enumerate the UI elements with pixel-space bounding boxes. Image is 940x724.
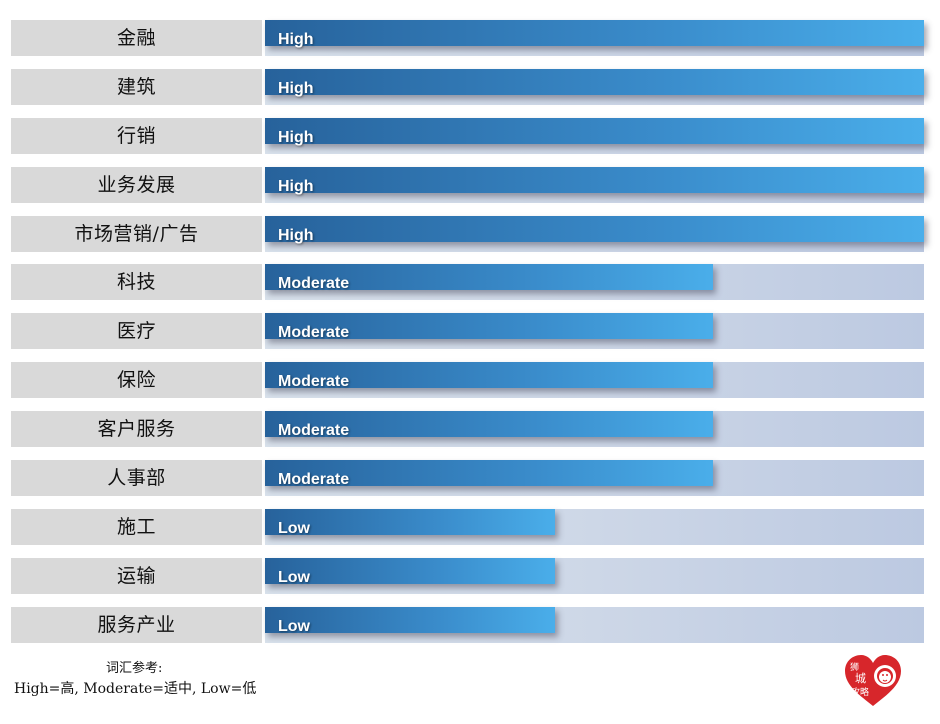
bar-high: High [265, 167, 924, 195]
chart-row: 人事部 Moderate [11, 460, 924, 496]
bar-track: Moderate [265, 411, 924, 447]
category-label: 保险 [11, 362, 262, 398]
category-label: 科技 [11, 264, 262, 300]
bar-track: Low [265, 558, 924, 594]
vocabulary-legend: 词汇参考: High=高, Moderate=适中, Low=低 [14, 660, 314, 700]
bar-track: High [265, 20, 924, 56]
category-label: 市场营销/广告 [11, 216, 262, 252]
svg-text:狮: 狮 [850, 662, 859, 673]
bar-track: High [265, 118, 924, 154]
level-label: Low [278, 520, 310, 537]
level-label: Moderate [278, 471, 350, 488]
level-label: Moderate [278, 422, 350, 439]
level-label: Moderate [278, 324, 350, 341]
bar-low: Low [265, 509, 555, 537]
level-label: High [278, 178, 314, 195]
bar-chart: 金融 High 建筑 High 行销 High 业务发展 High 市场营销/广告 High 科技 M… [11, 20, 924, 643]
bar-moderate: Moderate [265, 411, 713, 439]
legend-body: High=高, Moderate=适中, Low=低 [14, 681, 257, 697]
category-label: 行销 [11, 118, 262, 154]
svg-text:城: 城 [855, 672, 866, 685]
bar-high: High [265, 216, 924, 244]
bar-track: High [265, 167, 924, 203]
bar-high: High [265, 20, 924, 48]
category-label: 金融 [11, 20, 262, 56]
chart-row: 保险 Moderate [11, 362, 924, 398]
bar-low: Low [265, 558, 555, 586]
level-label: Low [278, 569, 310, 586]
chart-row: 服务产业 Low [11, 607, 924, 643]
bar-track: High [265, 216, 924, 252]
bar-moderate: Moderate [265, 460, 713, 488]
category-label: 客户服务 [11, 411, 262, 447]
chart-row: 金融 High [11, 20, 924, 56]
level-label: High [278, 227, 314, 244]
chart-row: 科技 Moderate [11, 264, 924, 300]
chart-row: 医疗 Moderate [11, 313, 924, 349]
chart-row: 业务发展 High [11, 167, 924, 203]
bar-track: Moderate [265, 460, 924, 496]
category-label: 建筑 [11, 69, 262, 105]
level-label: Moderate [278, 275, 350, 292]
chart-row: 行销 High [11, 118, 924, 154]
bar-track: High [265, 69, 924, 105]
level-label: High [278, 80, 314, 97]
category-label: 业务发展 [11, 167, 262, 203]
bar-high: High [265, 69, 924, 97]
bar-moderate: Moderate [265, 264, 713, 292]
category-label: 施工 [11, 509, 262, 545]
chart-row: 客户服务 Moderate [11, 411, 924, 447]
bar-track: Low [265, 607, 924, 643]
bar-track: Moderate [265, 264, 924, 300]
chart-row: 市场营销/广告 High [11, 216, 924, 252]
svg-text:攻略: 攻略 [851, 686, 869, 698]
bar-moderate: Moderate [265, 313, 713, 341]
bar-track: Low [265, 509, 924, 545]
lion-city-heart-logo-icon: 狮 城 攻略 [843, 654, 903, 708]
chart-row: 运输 Low [11, 558, 924, 594]
category-label: 人事部 [11, 460, 262, 496]
category-label: 医疗 [11, 313, 262, 349]
bar-track: Moderate [265, 313, 924, 349]
bar-track: Moderate [265, 362, 924, 398]
category-label: 服务产业 [11, 607, 262, 643]
category-label: 运输 [11, 558, 262, 594]
level-label: High [278, 129, 314, 146]
level-label: Moderate [278, 373, 350, 390]
level-label: Low [278, 618, 310, 635]
chart-row: 建筑 High [11, 69, 924, 105]
bar-high: High [265, 118, 924, 146]
bar-moderate: Moderate [265, 362, 713, 390]
legend-title: 词汇参考: [106, 661, 163, 676]
chart-row: 施工 Low [11, 509, 924, 545]
bar-low: Low [265, 607, 555, 635]
level-label: High [278, 31, 314, 48]
